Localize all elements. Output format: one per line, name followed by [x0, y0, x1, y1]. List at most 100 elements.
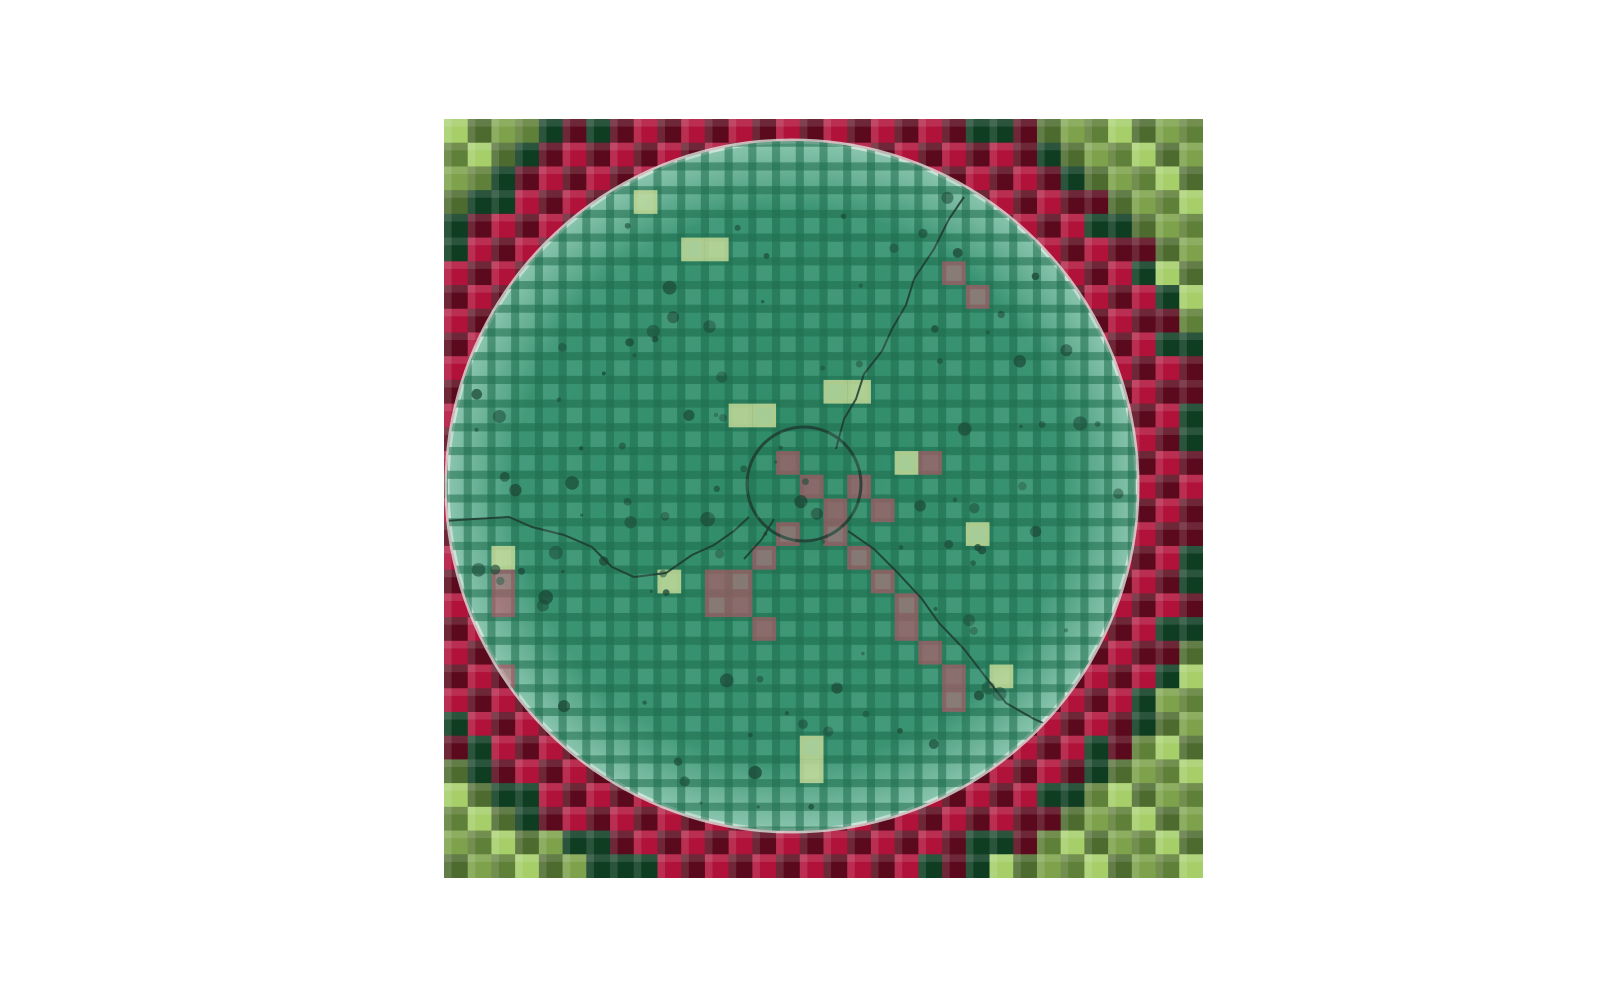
checker-cell	[590, 668, 606, 684]
checker-cell	[732, 621, 749, 637]
outer-tile	[467, 854, 492, 878]
outer-tile	[491, 735, 516, 760]
outer-tile	[989, 783, 1014, 808]
pore	[1019, 424, 1023, 429]
outer-tile	[1155, 285, 1180, 310]
pore	[802, 478, 809, 486]
checker-cell	[1041, 265, 1057, 281]
checker-cell	[898, 170, 915, 186]
outer-tile	[942, 806, 967, 832]
checker-cell	[543, 289, 559, 305]
outer-tile	[1155, 356, 1180, 381]
outer-tile	[870, 119, 896, 144]
outer-tile	[1084, 711, 1109, 737]
outer-tile	[799, 830, 824, 855]
checker-cell	[946, 739, 962, 756]
checker-cell	[495, 431, 511, 447]
checker-cell	[970, 384, 986, 400]
pore	[840, 213, 847, 219]
checker-cell	[1017, 716, 1033, 732]
outer-tile	[562, 806, 587, 832]
outer-tile	[704, 830, 730, 855]
flag-cell-red	[704, 593, 729, 618]
checker-cell	[590, 336, 606, 352]
outer-tile	[1179, 403, 1203, 428]
checker-cell	[661, 739, 677, 756]
outer-tile	[562, 830, 587, 855]
outer-tile	[1179, 285, 1203, 310]
checker-cell	[590, 479, 606, 495]
outer-tile	[1013, 759, 1038, 784]
flag-cell-yellow	[728, 403, 753, 428]
outer-tile	[965, 854, 991, 878]
outer-tile	[1155, 783, 1180, 808]
checker-cell	[1064, 336, 1081, 352]
outer-tile	[444, 830, 469, 855]
outer-tile	[1131, 261, 1157, 286]
outer-tile	[515, 190, 540, 215]
pore	[716, 371, 728, 383]
checker-cell	[970, 336, 986, 352]
checker-cell	[780, 479, 796, 495]
outer-tile	[538, 166, 564, 191]
pore	[499, 471, 510, 482]
pore	[918, 228, 928, 239]
checker-cell	[780, 241, 796, 258]
pore	[914, 500, 926, 512]
checker-cell	[685, 194, 701, 210]
outer-tile	[1084, 261, 1109, 286]
outer-tile	[776, 830, 801, 855]
checker-cell	[732, 431, 749, 447]
checker-cell	[590, 621, 606, 637]
pore	[719, 673, 734, 688]
checker-cell	[590, 573, 606, 590]
pore	[471, 388, 483, 400]
outer-tile	[1084, 664, 1109, 689]
outer-tile	[847, 830, 872, 855]
checker-cell	[1017, 479, 1033, 495]
outer-tile	[704, 119, 730, 144]
checker-cell	[566, 502, 583, 518]
outer-tile	[515, 119, 540, 144]
checker-cell	[732, 289, 749, 305]
pore	[471, 563, 486, 577]
checker-cell	[898, 597, 915, 613]
checker-cell	[566, 360, 583, 376]
outer-tile	[1131, 783, 1157, 808]
checker-cell	[780, 146, 796, 163]
checker-cell	[614, 692, 630, 708]
flag-cell-red	[942, 688, 966, 712]
pore	[700, 511, 716, 527]
crack-upper	[835, 196, 965, 450]
flag-cell-red	[776, 451, 800, 475]
outer-tile	[1060, 166, 1085, 191]
outer-tile	[633, 854, 658, 878]
pore	[536, 599, 549, 612]
outer-tile	[1084, 783, 1109, 808]
checker-cell	[732, 716, 749, 732]
outer-tile	[538, 830, 564, 855]
outer-tile	[1084, 735, 1109, 760]
checker-cell	[614, 502, 630, 518]
checker-cell	[946, 218, 962, 234]
checker-cell	[685, 241, 701, 258]
outer-tile	[1179, 190, 1203, 215]
checker-cell	[1041, 550, 1057, 566]
outer-tile	[1131, 308, 1157, 333]
pore	[928, 739, 939, 749]
checker-cell	[851, 502, 867, 518]
checker-cell	[922, 668, 938, 684]
flag-cell-red	[894, 617, 919, 641]
outer-tile	[1179, 142, 1203, 167]
outer-tile	[1060, 854, 1085, 878]
checker-cell	[495, 621, 511, 637]
pore	[579, 513, 584, 517]
outer-tile	[1131, 854, 1157, 878]
outer-tile	[1108, 261, 1133, 286]
pore	[474, 427, 479, 432]
outer-tile	[586, 142, 611, 167]
outer-tile	[1013, 190, 1038, 215]
outer-tile	[1060, 830, 1085, 855]
outer-tile	[1108, 830, 1133, 855]
pore	[1113, 488, 1124, 499]
